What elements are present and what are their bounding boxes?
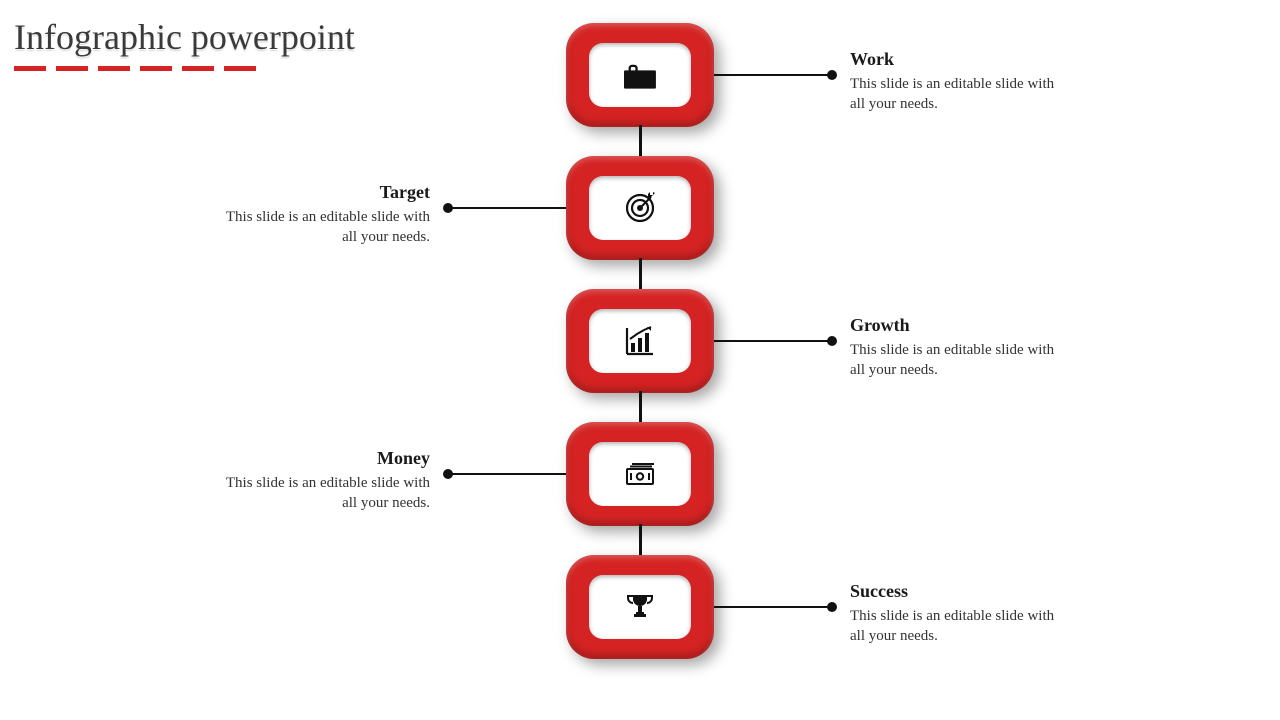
node-inner bbox=[589, 43, 691, 107]
vertical-connector bbox=[639, 258, 642, 291]
connector-dot bbox=[827, 602, 837, 612]
connector-dot bbox=[827, 70, 837, 80]
vertical-connector bbox=[639, 125, 642, 158]
flow-node-growth bbox=[566, 289, 714, 393]
item-body: This slide is an editable slide with all… bbox=[850, 606, 1070, 647]
item-heading: Growth bbox=[850, 315, 1070, 336]
flow-node-success bbox=[566, 555, 714, 659]
node-inner bbox=[589, 442, 691, 506]
text-block-money: Money This slide is an editable slide wit… bbox=[210, 448, 430, 514]
connector-dot bbox=[443, 203, 453, 213]
item-body: This slide is an editable slide with all… bbox=[210, 207, 430, 248]
item-heading: Work bbox=[850, 49, 1070, 70]
text-block-success: Success This slide is an editable slide w… bbox=[850, 581, 1070, 647]
node-inner bbox=[589, 176, 691, 240]
horizontal-connector bbox=[448, 207, 566, 209]
item-body: This slide is an editable slide with all… bbox=[850, 340, 1070, 381]
flow-node-work bbox=[566, 23, 714, 127]
briefcase-icon bbox=[624, 59, 656, 91]
vertical-connector bbox=[639, 524, 642, 557]
item-heading: Target bbox=[210, 182, 430, 203]
item-body: This slide is an editable slide with all… bbox=[210, 473, 430, 514]
vertical-connector bbox=[639, 391, 642, 424]
text-block-work: Work This slide is an editable slide with… bbox=[850, 49, 1070, 115]
money-icon bbox=[624, 458, 656, 490]
node-inner bbox=[589, 309, 691, 373]
text-block-growth: Growth This slide is an editable slide wi… bbox=[850, 315, 1070, 381]
flow-node-money bbox=[566, 422, 714, 526]
node-inner bbox=[589, 575, 691, 639]
horizontal-connector bbox=[448, 473, 566, 475]
trophy-icon bbox=[624, 591, 656, 623]
flow-node-target bbox=[566, 156, 714, 260]
item-body: This slide is an editable slide with all… bbox=[850, 74, 1070, 115]
horizontal-connector bbox=[714, 340, 832, 342]
horizontal-connector bbox=[714, 74, 832, 76]
diagram-stage: Work This slide is an editable slide with… bbox=[0, 0, 1280, 720]
horizontal-connector bbox=[714, 606, 832, 608]
target-icon bbox=[624, 192, 656, 224]
item-heading: Money bbox=[210, 448, 430, 469]
connector-dot bbox=[827, 336, 837, 346]
chart-icon bbox=[624, 325, 656, 357]
connector-dot bbox=[443, 469, 453, 479]
item-heading: Success bbox=[850, 581, 1070, 602]
text-block-target: Target This slide is an editable slide wi… bbox=[210, 182, 430, 248]
